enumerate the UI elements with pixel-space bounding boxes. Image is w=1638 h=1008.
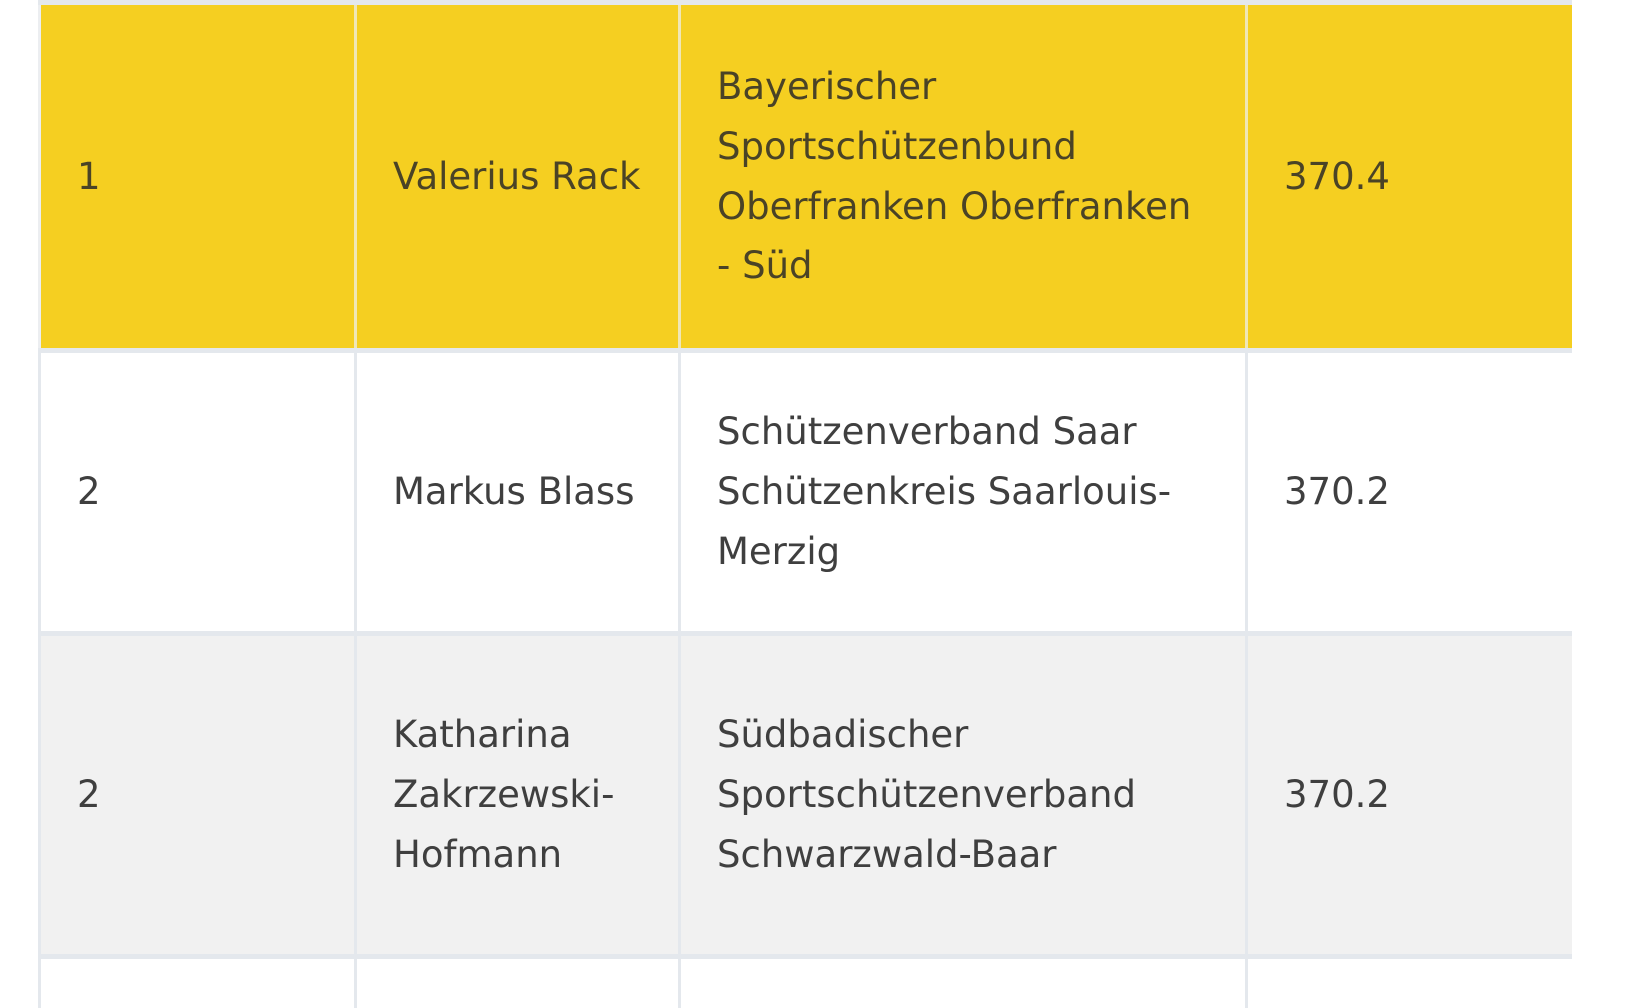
name-cell	[355, 0, 681, 5]
table-row-partial-top	[38, 0, 1572, 5]
club-cell	[679, 0, 1248, 5]
club-cell: Schützenverband Saar Schützenkreis Saarl…	[679, 350, 1248, 636]
score-cell	[1246, 956, 1572, 1008]
rank-cell: 1	[38, 2, 357, 353]
results-table-body: 1 Valerius Rack Bayerischer Sportschütze…	[38, 0, 1572, 1008]
name-cell: Katharina Zakrzewski-Hofmann	[355, 633, 681, 959]
rank-cell: 2	[38, 350, 357, 636]
table-row-partial-bottom	[38, 956, 1572, 1008]
score-cell: 370.4	[1246, 2, 1572, 353]
score-cell: 370.2	[1246, 350, 1572, 636]
club-cell: Bayerischer Sportschützenbund Oberfranke…	[679, 2, 1248, 353]
rank-cell	[38, 0, 357, 5]
rank-cell	[38, 956, 357, 1008]
table-row[interactable]: 2 Markus Blass Schützenverband Saar Schü…	[38, 350, 1572, 636]
table-row[interactable]: 2 Katharina Zakrzewski-Hofmann Südbadisc…	[38, 633, 1572, 959]
club-cell	[679, 956, 1248, 1008]
table-row[interactable]: 1 Valerius Rack Bayerischer Sportschütze…	[38, 2, 1572, 353]
score-cell: 370.2	[1246, 633, 1572, 959]
results-table: 1 Valerius Rack Bayerischer Sportschütze…	[38, 0, 1572, 1008]
name-cell	[355, 956, 681, 1008]
name-cell: Markus Blass	[355, 350, 681, 636]
club-cell: Südbadischer Sportschützenverband Schwar…	[679, 633, 1248, 959]
name-cell: Valerius Rack	[355, 2, 681, 353]
score-cell	[1246, 0, 1572, 5]
rank-cell: 2	[38, 633, 357, 959]
